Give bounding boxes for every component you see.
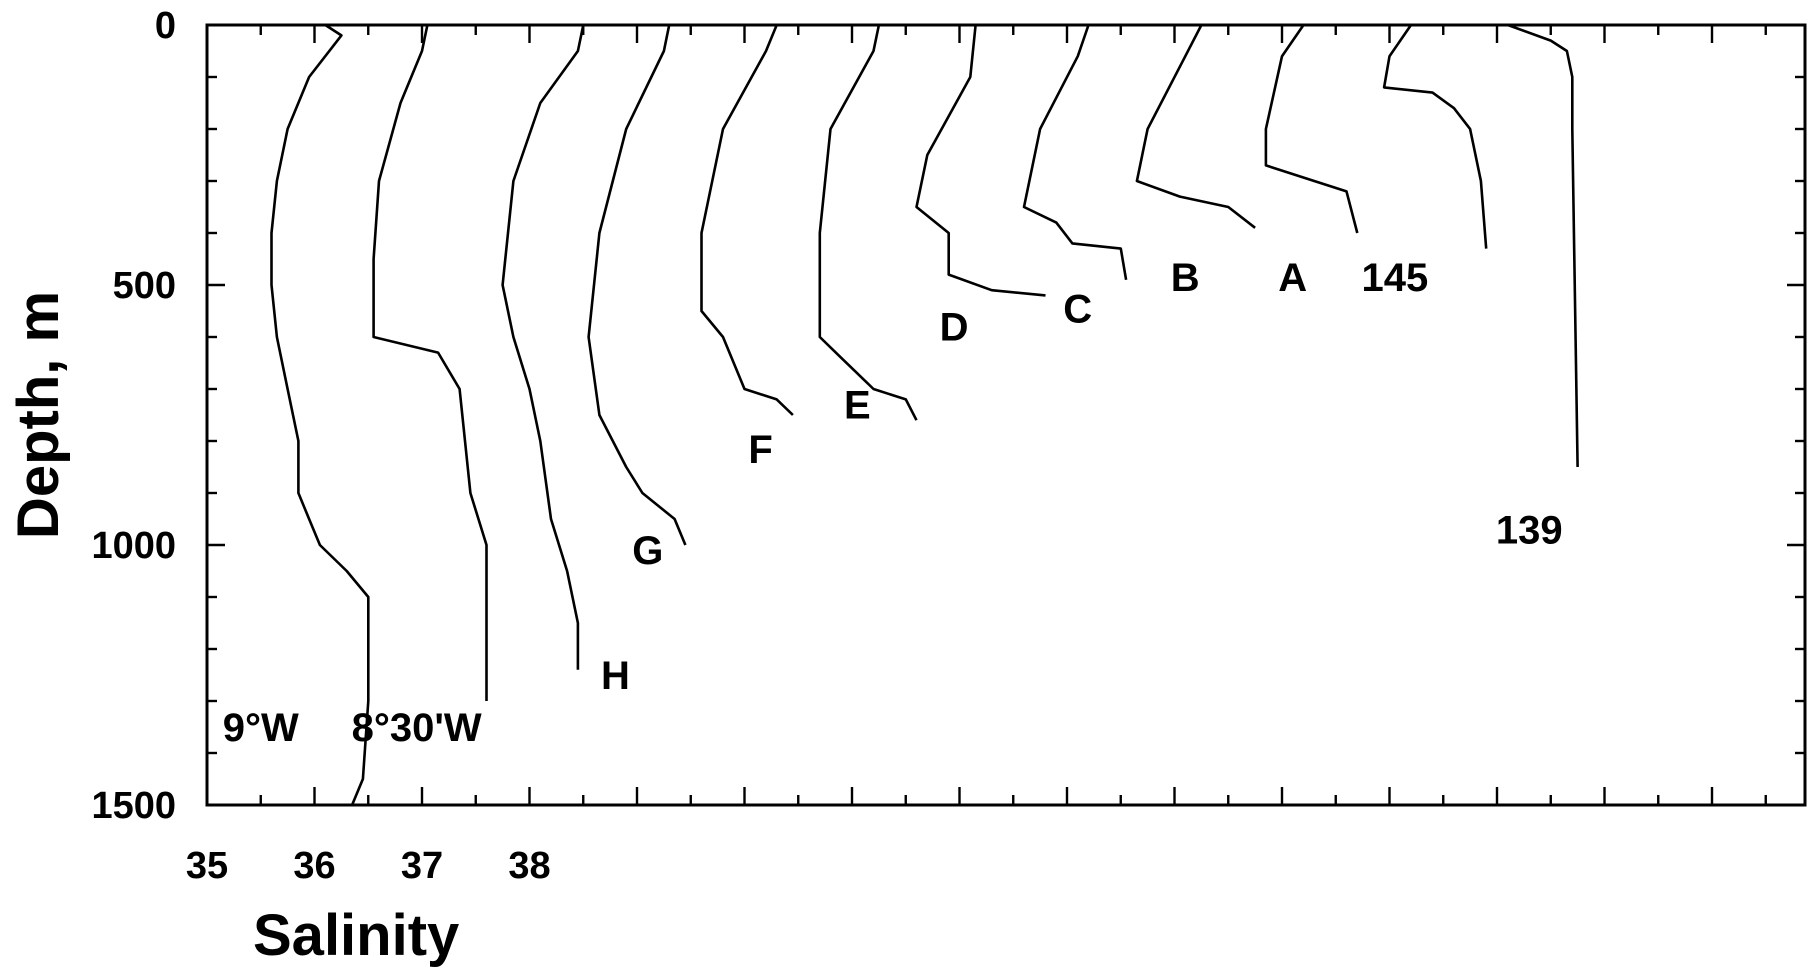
x-tick-label: 36 xyxy=(293,845,335,887)
profile-line xyxy=(1022,24,1128,281)
salinity-profiles xyxy=(270,23,1579,806)
profile-label: C xyxy=(1063,287,1092,331)
profile-line xyxy=(587,24,687,546)
profile-line xyxy=(1382,24,1488,249)
profile-line xyxy=(818,24,918,421)
profile-label: 145 xyxy=(1362,256,1429,300)
y-axis-ticks xyxy=(207,23,1805,807)
profile-label: A xyxy=(1278,256,1307,300)
y-axis-title: Depth, m xyxy=(6,291,71,539)
x-axis-tick-labels: 35 36 37 38 xyxy=(186,845,551,887)
y-tick-label: 1500 xyxy=(91,785,176,827)
plot-frame xyxy=(205,23,1807,807)
profile-label: G xyxy=(632,529,663,573)
x-axis-title: Salinity xyxy=(253,903,459,968)
profile-line xyxy=(1135,24,1256,229)
y-tick-label: 500 xyxy=(113,265,176,307)
profile-line xyxy=(270,23,370,806)
x-axis-ticks xyxy=(205,25,1767,805)
profile-labels: 9°W 8°30'W H G F E D C B A 145 139 xyxy=(223,256,1563,750)
profile-label: B xyxy=(1171,256,1200,300)
y-tick-label: 1000 xyxy=(91,525,176,567)
x-tick-label: 37 xyxy=(401,845,443,887)
profile-label: D xyxy=(940,306,969,350)
x-tick-label: 38 xyxy=(508,845,550,887)
profile-line xyxy=(915,24,1046,297)
profile-line xyxy=(1507,23,1579,468)
x-tick-label: 35 xyxy=(186,845,228,887)
profile-line xyxy=(372,24,488,701)
y-tick-label: 0 xyxy=(155,5,176,47)
profile-line xyxy=(501,24,585,670)
profile-label: 8°30'W xyxy=(352,706,482,750)
profile-label: H xyxy=(601,654,630,698)
profile-label: 139 xyxy=(1496,508,1563,552)
profile-line xyxy=(700,24,794,416)
profile-label: E xyxy=(844,384,871,428)
profile-label: 9°W xyxy=(223,706,299,750)
profile-label: F xyxy=(748,428,772,472)
y-axis-tick-labels: 0 500 1000 1500 xyxy=(91,5,176,827)
profile-line xyxy=(1264,24,1359,234)
